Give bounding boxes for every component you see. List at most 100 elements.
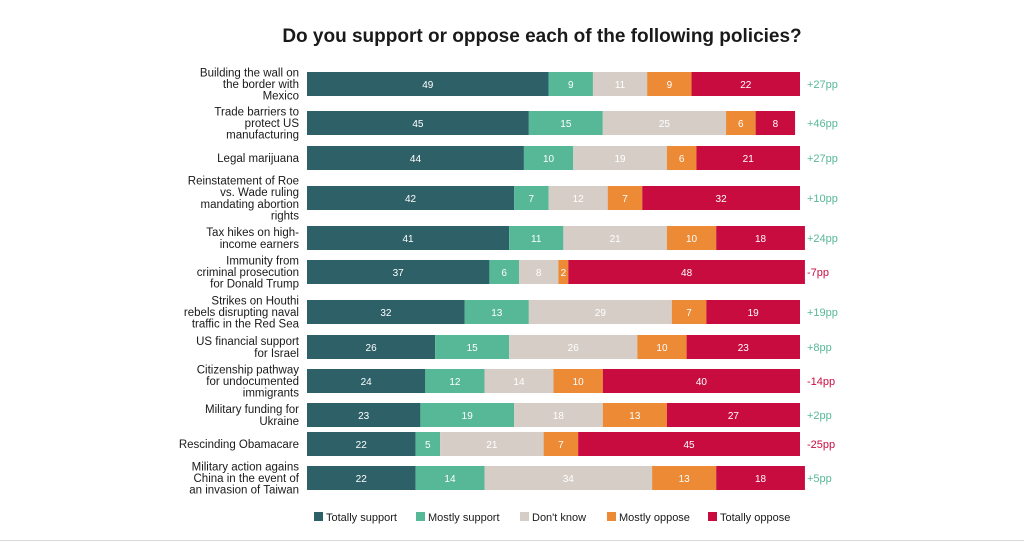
bar-segment <box>425 369 485 393</box>
category-label: US financial support for Israel <box>196 336 300 360</box>
bar-segment <box>592 72 648 96</box>
bar-value-label: 22 <box>740 80 752 91</box>
bar-value-label: 23 <box>358 411 370 422</box>
category-label-line: criminal prosecution <box>197 267 299 279</box>
bar-value-label: 13 <box>491 308 503 319</box>
legend-swatch <box>607 512 616 521</box>
bar-value-label: 7 <box>529 194 535 205</box>
bar-segment <box>420 403 515 427</box>
legend-label: Don't know <box>532 512 586 524</box>
net-difference-label: +27pp <box>807 79 838 91</box>
bar-value-label: 26 <box>366 343 378 354</box>
net-difference-label: +2pp <box>807 410 832 422</box>
chart-rows: Building the wall on the border with Mexic… <box>179 67 838 496</box>
category-label-line: mandating abortion <box>201 199 299 211</box>
bar-value-label: 9 <box>568 80 574 91</box>
bar-value-label: 14 <box>513 377 525 388</box>
legend-swatch <box>314 512 323 521</box>
net-difference-label: +27pp <box>807 153 838 165</box>
legend-label: Mostly support <box>428 512 500 524</box>
bar-value-label: 25 <box>659 119 671 130</box>
bar-segment <box>484 466 653 490</box>
bar-value-label: 11 <box>615 80 626 91</box>
bar-value-label: 10 <box>686 234 698 245</box>
net-difference-label: +5pp <box>807 473 832 485</box>
bar-segment <box>666 226 717 250</box>
bar-segment <box>509 335 638 359</box>
bar-value-label: 48 <box>681 268 693 279</box>
bar-value-label: 29 <box>595 308 607 319</box>
bar-value-label: 22 <box>356 474 368 485</box>
bar-value-label: 15 <box>560 119 572 130</box>
bar-segment <box>484 369 554 393</box>
bar-value-label: 15 <box>467 343 479 354</box>
bar-value-label: 7 <box>558 440 564 451</box>
category-label-line: traffic in the Red Sea <box>192 319 300 331</box>
category-label-line: protect US <box>245 118 300 130</box>
category-label-line: manufacturing <box>226 130 299 142</box>
bar-segment <box>691 72 800 96</box>
bar-segment <box>696 146 800 170</box>
bar-value-label: 8 <box>773 119 779 130</box>
bar-segment <box>307 403 421 427</box>
bar-value-label: 45 <box>684 440 696 451</box>
chart-row: Citizenship pathway for undocumented immig… <box>197 364 835 399</box>
category-label: Citizenship pathway for undocumented immig… <box>197 364 300 399</box>
category-label: Tax hikes on high-income earners <box>206 227 299 251</box>
bar-value-label: 21 <box>610 234 622 245</box>
chart-row: Tax hikes on high-income earners 41 11 21 10… <box>206 226 838 251</box>
bar-segment <box>578 432 800 456</box>
category-label-line: Military action agains <box>192 461 300 473</box>
bar-value-label: 37 <box>393 268 405 279</box>
bar-segment <box>528 300 672 324</box>
bar-segment <box>514 186 549 210</box>
category-label-line: Reinstatement of Roe <box>188 176 299 188</box>
category-label: Military action agains China in the event… <box>189 461 300 496</box>
bar-segment <box>489 260 519 284</box>
bar-segment <box>440 432 544 456</box>
legend-item: Mostly oppose <box>607 512 690 524</box>
bar-segment <box>666 146 697 170</box>
bar-value-label: 22 <box>356 440 368 451</box>
bar-segment <box>716 466 805 490</box>
legend-swatch <box>708 512 717 521</box>
bar-segment <box>637 335 687 359</box>
bar-value-label: 10 <box>573 377 585 388</box>
net-difference-label: +19pp <box>807 307 838 319</box>
bar-segment <box>726 111 756 135</box>
bar-segment <box>509 226 564 250</box>
category-label-line: China in the event of <box>194 473 300 485</box>
category-label-line: Citizenship pathway <box>197 364 300 376</box>
category-label-line: Tax hikes on high- <box>206 227 299 239</box>
bar-segment <box>523 146 574 170</box>
bar-segment <box>666 403 800 427</box>
category-label-line: the border with <box>223 79 299 91</box>
bar-value-label: 32 <box>380 308 392 319</box>
chart-row: Military action agains China in the event… <box>189 461 832 496</box>
bar-segment <box>543 432 579 456</box>
chart-row: Building the wall on the border with Mexic… <box>200 67 838 102</box>
bar-segment <box>307 186 515 210</box>
category-label-line: immigrants <box>243 388 299 400</box>
category-label: Trade barriers to protect US manufacturing <box>214 106 299 141</box>
net-difference-label: -7pp <box>807 267 829 279</box>
legend-item: Totally support <box>314 512 397 524</box>
bar-segment <box>563 226 667 250</box>
bar-segment <box>528 111 603 135</box>
chart-row: Reinstatement of Roe vs. Wade ruling manda… <box>188 176 838 223</box>
bar-value-label: 11 <box>531 234 542 245</box>
bar-value-label: 6 <box>501 268 507 279</box>
bar-segment <box>755 111 796 135</box>
bar-segment <box>573 146 667 170</box>
bar-segment <box>415 466 485 490</box>
bar-value-label: 7 <box>686 308 692 319</box>
bar-segment <box>307 72 549 96</box>
category-label: Legal marijuana <box>217 153 299 165</box>
bottom-divider <box>0 540 1024 541</box>
bar-segment <box>602 403 667 427</box>
bar-segment <box>464 300 529 324</box>
category-label-line: Rescinding Obamacare <box>179 439 299 451</box>
bar-value-label: 24 <box>361 377 373 388</box>
bar-value-label: 7 <box>622 194 628 205</box>
bar-segment <box>435 335 510 359</box>
